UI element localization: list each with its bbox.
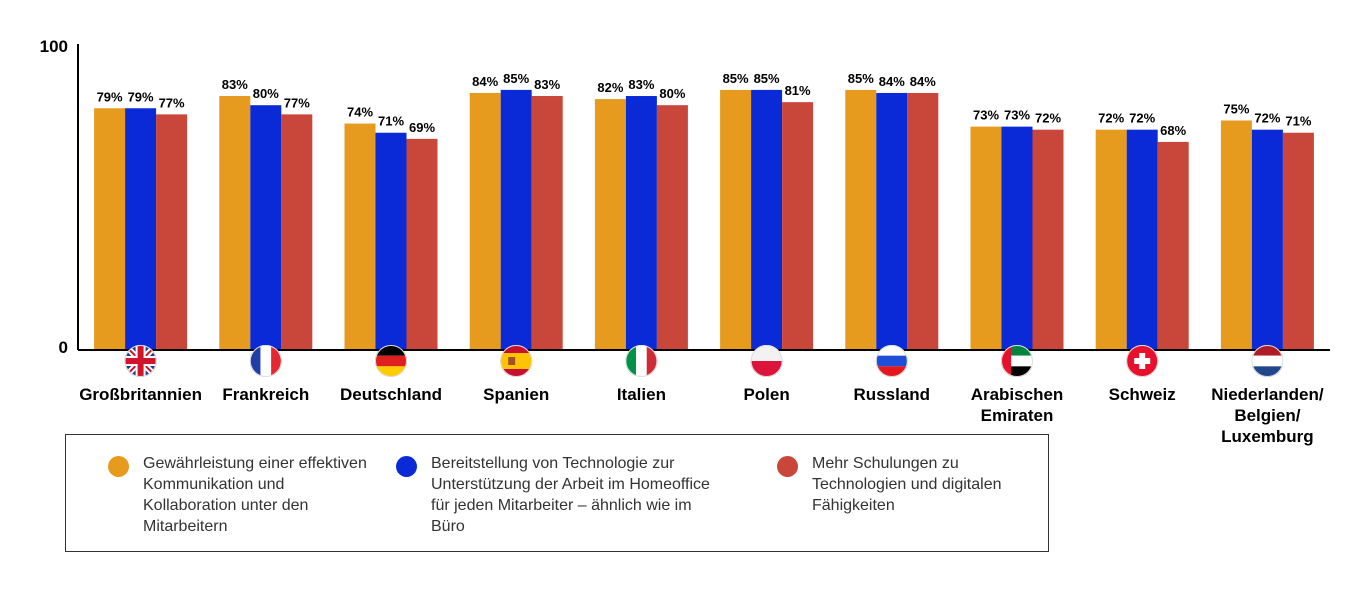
flag-germany-icon (375, 345, 407, 377)
legend-swatch-blue (396, 456, 417, 477)
category-label-2: Frankreich (222, 385, 309, 404)
bar-1-9 (1095, 129, 1127, 350)
bars-layer (94, 89, 1314, 351)
y-tick-label-min: 0 (59, 338, 68, 357)
value-label-3-6: 81% (785, 83, 811, 98)
bar-3-2 (281, 114, 313, 350)
value-label-3-9: 68% (1160, 123, 1186, 138)
legend-label-communication: Gewährleistung einer effektiven Kommunik… (143, 455, 367, 535)
category-label-9: Schweiz (1109, 385, 1176, 404)
bar-2-8 (1001, 126, 1033, 351)
value-labels-layer: 79% 79% 77% 83% 80% 77% 74% 71% 69% 84% 85% 83% 82% 8… (97, 71, 1312, 138)
bar-1-1 (94, 108, 126, 350)
bar-3-7 (907, 92, 939, 351)
value-label-1-3: 74% (347, 105, 373, 120)
legend: Gewährleistung einer effektiven Kommunik… (65, 434, 1049, 552)
bar-3-9 (1157, 141, 1189, 350)
flag-russia-icon (875, 345, 908, 377)
category-labels-layer: Großbritannien Frankreich Deutschland Spani… (79, 385, 1324, 446)
bar-2-3 (375, 132, 407, 350)
bar-1-2 (219, 96, 251, 351)
value-label-3-8: 72% (1035, 111, 1061, 126)
value-label-3-7: 84% (910, 74, 936, 89)
value-label-1-8: 73% (973, 108, 999, 123)
bar-3-5 (656, 105, 688, 350)
value-label-1-1: 79% (97, 89, 123, 104)
bar-3-4 (531, 96, 563, 351)
value-label-3-2: 77% (284, 95, 310, 110)
value-label-2-10: 72% (1254, 111, 1280, 126)
bar-2-2 (250, 105, 282, 350)
flag-italy-icon (625, 345, 658, 377)
value-label-1-2: 83% (222, 77, 248, 92)
bar-2-6 (751, 89, 783, 351)
value-label-2-3: 71% (378, 114, 404, 129)
legend-item-training: Mehr Schulungen zu Technologien und digi… (777, 453, 1042, 516)
legend-swatch-orange (108, 456, 129, 477)
flag-france-icon (249, 345, 282, 377)
bar-3-8 (1032, 129, 1064, 350)
category-label-4: Spanien (483, 385, 549, 404)
value-label-1-10: 75% (1223, 102, 1249, 117)
value-label-2-2: 80% (253, 86, 279, 101)
bar-3-3 (406, 138, 438, 350)
category-label-3: Deutschland (340, 385, 442, 404)
flag-netherlands-icon (1251, 345, 1284, 377)
value-label-1-5: 82% (597, 80, 623, 95)
bar-1-10 (1220, 120, 1252, 350)
flag-spain-icon (500, 345, 533, 377)
flag-uae-icon (1001, 345, 1033, 377)
value-label-2-1: 79% (128, 89, 154, 104)
value-label-1-6: 85% (723, 71, 749, 86)
bar-2-4 (500, 89, 532, 351)
legend-label-training: Mehr Schulungen zu Technologien und digi… (812, 455, 1002, 514)
bar-2-5 (625, 96, 657, 351)
bar-1-3 (344, 123, 376, 350)
category-label-5: Italien (617, 385, 666, 404)
value-label-2-4: 85% (503, 71, 529, 86)
category-label-10: Niederlanden/Belgien/Luxemburg (1211, 385, 1324, 446)
value-label-1-7: 85% (848, 71, 874, 86)
bar-1-8 (970, 126, 1002, 351)
value-label-2-6: 85% (754, 71, 780, 86)
bar-2-9 (1126, 129, 1158, 350)
legend-item-technology: Bereitstellung von Technologie zur Unter… (396, 453, 726, 537)
value-label-3-1: 77% (159, 95, 185, 110)
bar-3-6 (782, 102, 814, 350)
legend-label-technology: Bereitstellung von Technologie zur Unter… (431, 455, 710, 535)
category-label-6: Polen (743, 385, 789, 404)
value-label-3-3: 69% (409, 120, 435, 135)
value-label-3-4: 83% (534, 77, 560, 92)
value-label-2-9: 72% (1129, 111, 1155, 126)
legend-item-communication: Gewährleistung einer effektiven Kommunik… (108, 453, 373, 537)
category-label-8: Arabischen Emiraten (971, 385, 1064, 425)
bar-3-1 (156, 114, 188, 350)
value-label-2-7: 84% (879, 74, 905, 89)
value-label-2-5: 83% (628, 77, 654, 92)
bar-1-6 (720, 89, 752, 351)
category-label-7: Russland (854, 385, 931, 404)
bar-1-5 (594, 99, 626, 350)
flag-uk-icon (124, 345, 157, 377)
value-label-1-4: 84% (472, 74, 498, 89)
bar-1-4 (469, 92, 501, 351)
category-label-1: Großbritannien (79, 385, 202, 404)
flag-poland-icon (750, 345, 783, 377)
value-label-3-5: 80% (659, 86, 685, 101)
bar-3-10 (1282, 132, 1314, 350)
bar-2-7 (876, 92, 908, 351)
legend-swatch-red (777, 456, 798, 477)
value-label-1-9: 72% (1098, 111, 1124, 126)
bar-2-10 (1251, 129, 1283, 350)
value-label-3-10: 71% (1285, 114, 1311, 129)
y-tick-label-max: 100 (40, 37, 68, 56)
bar-2-1 (125, 108, 157, 350)
value-label-2-8: 73% (1004, 108, 1030, 123)
bar-1-7 (845, 89, 877, 351)
flags-layer (124, 345, 1284, 377)
flag-switzerland-icon (1126, 345, 1159, 377)
